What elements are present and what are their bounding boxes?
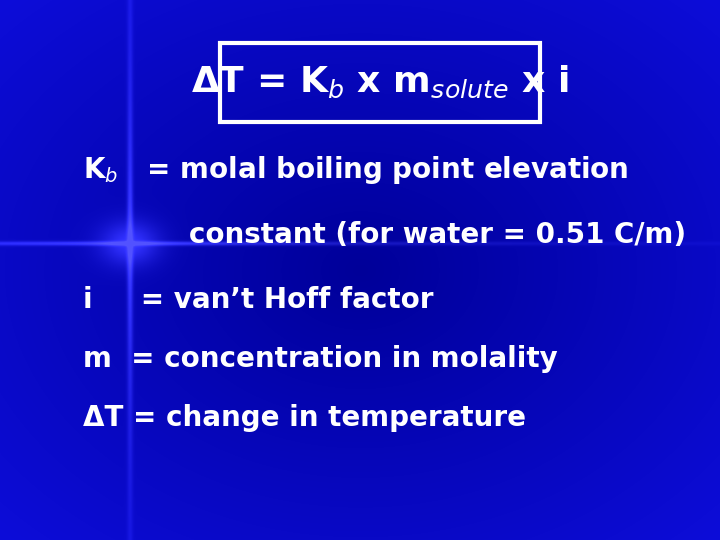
- Text: i     = van’t Hoff factor: i = van’t Hoff factor: [83, 286, 433, 314]
- Text: ΔT = K$_b$ x m$_{solute}$ x i: ΔT = K$_b$ x m$_{solute}$ x i: [192, 64, 569, 100]
- Text: K$_b$   = molal boiling point elevation: K$_b$ = molal boiling point elevation: [83, 154, 629, 186]
- Text: ΔT = change in temperature: ΔT = change in temperature: [83, 404, 526, 433]
- Text: constant (for water = 0.51 C/m): constant (for water = 0.51 C/m): [83, 221, 686, 249]
- Text: m  = concentration in molality: m = concentration in molality: [83, 345, 557, 373]
- Bar: [220, 43, 540, 122]
